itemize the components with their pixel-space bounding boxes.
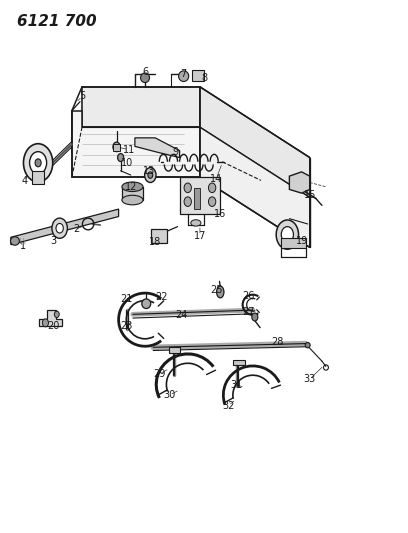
- Ellipse shape: [281, 227, 293, 243]
- Bar: [281, 238, 306, 248]
- Polygon shape: [169, 348, 180, 353]
- Ellipse shape: [24, 144, 53, 182]
- Ellipse shape: [144, 167, 156, 182]
- Text: 7: 7: [181, 69, 187, 79]
- Polygon shape: [200, 127, 310, 247]
- Text: 11: 11: [123, 144, 135, 155]
- FancyBboxPatch shape: [180, 177, 220, 214]
- Text: 17: 17: [194, 231, 206, 241]
- Text: 9: 9: [173, 147, 179, 157]
- Text: 1: 1: [20, 241, 26, 251]
- Ellipse shape: [179, 71, 189, 82]
- Ellipse shape: [148, 172, 153, 178]
- Ellipse shape: [208, 183, 216, 192]
- Ellipse shape: [29, 152, 47, 174]
- Text: 6: 6: [142, 68, 148, 77]
- Text: 28: 28: [271, 337, 284, 347]
- Text: 21: 21: [120, 294, 133, 304]
- Polygon shape: [122, 187, 143, 200]
- Bar: [192, 70, 204, 82]
- Ellipse shape: [35, 159, 41, 167]
- Text: 6121 700: 6121 700: [17, 14, 97, 29]
- Ellipse shape: [42, 319, 49, 327]
- Text: 31: 31: [231, 379, 243, 390]
- Text: 22: 22: [155, 292, 168, 302]
- Text: 12: 12: [124, 182, 137, 192]
- Ellipse shape: [56, 223, 63, 233]
- Ellipse shape: [208, 197, 216, 206]
- Text: 18: 18: [149, 237, 161, 247]
- Ellipse shape: [141, 73, 149, 83]
- Text: 26: 26: [242, 290, 255, 301]
- Ellipse shape: [142, 299, 151, 309]
- Text: 20: 20: [47, 321, 60, 331]
- Bar: [113, 144, 120, 151]
- Ellipse shape: [54, 311, 59, 318]
- Polygon shape: [233, 360, 245, 365]
- Text: 27: 27: [242, 306, 255, 317]
- Text: 25: 25: [210, 286, 222, 295]
- Text: 32: 32: [222, 401, 235, 411]
- Polygon shape: [11, 209, 119, 245]
- Ellipse shape: [184, 197, 191, 206]
- Text: 14: 14: [210, 174, 222, 184]
- Bar: [32, 171, 44, 184]
- Text: 24: 24: [175, 310, 188, 320]
- Text: 2: 2: [73, 224, 79, 235]
- Polygon shape: [289, 172, 310, 193]
- Polygon shape: [72, 111, 200, 177]
- Ellipse shape: [122, 182, 143, 191]
- Ellipse shape: [118, 154, 124, 161]
- Text: 15: 15: [304, 190, 316, 200]
- Ellipse shape: [217, 286, 224, 298]
- Text: 19: 19: [295, 236, 308, 246]
- Polygon shape: [200, 87, 310, 197]
- Text: 8: 8: [201, 73, 207, 83]
- Polygon shape: [135, 138, 180, 158]
- Polygon shape: [82, 87, 127, 127]
- Ellipse shape: [191, 220, 201, 226]
- Text: 23: 23: [120, 321, 133, 331]
- Text: 16: 16: [214, 209, 226, 220]
- Text: 13: 13: [143, 166, 155, 176]
- Polygon shape: [82, 87, 200, 127]
- Ellipse shape: [276, 220, 299, 249]
- Bar: [151, 229, 166, 243]
- Ellipse shape: [184, 183, 191, 192]
- Text: 5: 5: [79, 91, 85, 101]
- Text: 10: 10: [121, 158, 133, 168]
- Ellipse shape: [252, 313, 258, 321]
- Polygon shape: [39, 310, 62, 326]
- Bar: [194, 188, 200, 209]
- Ellipse shape: [11, 237, 20, 245]
- Ellipse shape: [52, 218, 67, 238]
- Text: 30: 30: [163, 390, 175, 400]
- Text: 29: 29: [153, 369, 166, 379]
- Polygon shape: [72, 111, 111, 160]
- Text: 4: 4: [22, 176, 28, 187]
- Text: 33: 33: [304, 374, 316, 384]
- Text: 3: 3: [51, 236, 57, 246]
- Ellipse shape: [305, 343, 310, 348]
- Ellipse shape: [122, 195, 143, 205]
- Ellipse shape: [113, 142, 120, 152]
